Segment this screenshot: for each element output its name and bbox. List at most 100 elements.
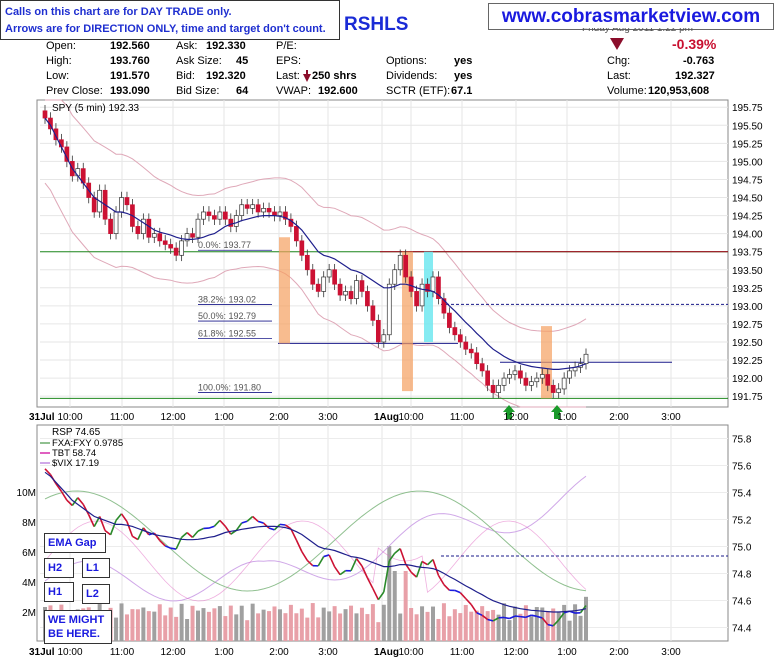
price-y-tick-label: 193.50 — [732, 266, 763, 277]
rsp-price-segment — [405, 563, 412, 573]
rsp-price-segment — [301, 551, 308, 561]
rsp-price-segment — [520, 615, 526, 619]
up-arrow-icon — [503, 405, 515, 419]
candle-body — [222, 211, 228, 220]
candle-body — [239, 204, 245, 216]
volume-bar — [529, 616, 534, 641]
candle-body — [550, 384, 556, 393]
price-x-tick-label: 12:00 — [160, 412, 185, 423]
price-x-tick-label: 3:00 — [661, 412, 681, 423]
candle-body — [201, 211, 206, 220]
volume-bar — [310, 603, 315, 641]
rsp-x-tick-label: 3:00 — [661, 647, 681, 658]
price-y-tick-label: 194.25 — [732, 212, 763, 223]
volume-bar — [365, 614, 370, 641]
rsp-price-segment — [295, 539, 303, 552]
rsp-price-segment — [399, 548, 407, 565]
volume-bar — [299, 608, 304, 641]
candle-body — [397, 254, 403, 271]
vwap-value: 192.600 — [318, 85, 358, 97]
rsp-price-segment — [454, 589, 461, 594]
rsp-price-segment — [350, 558, 358, 572]
candle-body — [518, 370, 523, 379]
candle-body — [485, 370, 490, 386]
candle-body — [419, 283, 425, 307]
candle-body — [354, 280, 359, 299]
rsp-y-tick-label: 75.8 — [732, 435, 752, 446]
rsp-price-segment — [213, 519, 221, 527]
candle-body — [310, 269, 316, 285]
volume-bar — [272, 606, 277, 641]
volume-bar — [261, 609, 266, 641]
change-percent-value: -0.39% — [672, 36, 717, 52]
volume-bar — [502, 603, 507, 641]
candle-body — [545, 374, 551, 386]
price-x-tick-label: 2:00 — [609, 412, 629, 423]
low-value: 191.570 — [110, 70, 150, 82]
price-y-tick-label: 195.00 — [732, 157, 763, 168]
rsp-price-segment — [487, 618, 494, 622]
h1-box: H1 — [44, 582, 74, 602]
bid-label: Bid: — [176, 70, 195, 82]
volume-bar — [430, 606, 435, 641]
volume-bar — [124, 614, 129, 641]
volume-bar — [436, 618, 441, 641]
rsp-price-segment — [77, 497, 84, 505]
volume-bar — [256, 613, 261, 641]
ask-size-value: 45 — [236, 55, 249, 67]
candle-body — [162, 240, 168, 245]
cyan-highlight-bar — [424, 251, 433, 342]
rsp-price-segment — [186, 532, 194, 538]
candle-body — [529, 381, 534, 386]
volume-bar — [425, 611, 430, 641]
rsp-x-tick-label: 10:00 — [57, 647, 82, 658]
h2-box: H2 — [44, 558, 74, 578]
rsp-price-segment — [465, 598, 472, 606]
rsp-x-tick-label: 3:00 — [318, 647, 338, 658]
rsp-price-segment — [547, 623, 554, 627]
candle-body — [53, 128, 59, 141]
rsp-x-tick-label: 12:00 — [503, 647, 528, 658]
prev-close-value: 193.090 — [110, 85, 150, 97]
fib-level-label: 100.0%: 191.80 — [198, 383, 261, 393]
volume-bar — [354, 613, 359, 641]
rsp-y-tick-label: 75.0 — [732, 543, 752, 554]
rsp-price-segment — [377, 591, 385, 601]
ticker-label: RSHLS — [344, 14, 409, 35]
candle-body — [452, 327, 458, 336]
rsp-price-segment — [421, 560, 428, 566]
price-x-tick-label: 12:00 — [503, 412, 528, 423]
candle-body — [436, 276, 441, 299]
candle-body — [337, 283, 343, 296]
rsp-price-segment — [219, 519, 226, 527]
rsp-x-tick-label: 31Jul — [29, 647, 55, 658]
last-size-value: 250 shrs — [312, 70, 357, 82]
site-url-link[interactable]: www.cobrasmarketview.com — [488, 3, 774, 30]
volume-bar — [146, 611, 151, 641]
volume-bar — [277, 609, 282, 641]
rsp-price-segment — [525, 614, 532, 619]
ask-value: 192.330 — [206, 40, 246, 52]
candle-body — [441, 298, 447, 314]
rsp-price-segment — [323, 554, 330, 558]
volume-bar — [441, 603, 446, 641]
candle-body — [244, 204, 250, 209]
tbt-line — [44, 520, 587, 602]
candle-body — [250, 204, 256, 209]
rsp-price-segment — [257, 520, 264, 524]
candle-body — [283, 211, 288, 220]
rsp-price-segment — [366, 577, 374, 589]
volume-bar — [338, 613, 343, 641]
volume-bar — [223, 616, 228, 641]
up-arrow-icon — [551, 405, 563, 419]
rsp-price-segment — [224, 525, 232, 535]
candle-body — [321, 276, 327, 292]
candle-body — [146, 218, 152, 238]
candle-body — [468, 348, 474, 354]
volume-bar — [398, 613, 403, 641]
candle-body — [315, 283, 321, 292]
rsp-price-segment — [181, 532, 188, 539]
candle-body — [157, 233, 163, 242]
volume-bar — [485, 611, 490, 641]
might-line2: BE HERE. — [48, 628, 100, 640]
